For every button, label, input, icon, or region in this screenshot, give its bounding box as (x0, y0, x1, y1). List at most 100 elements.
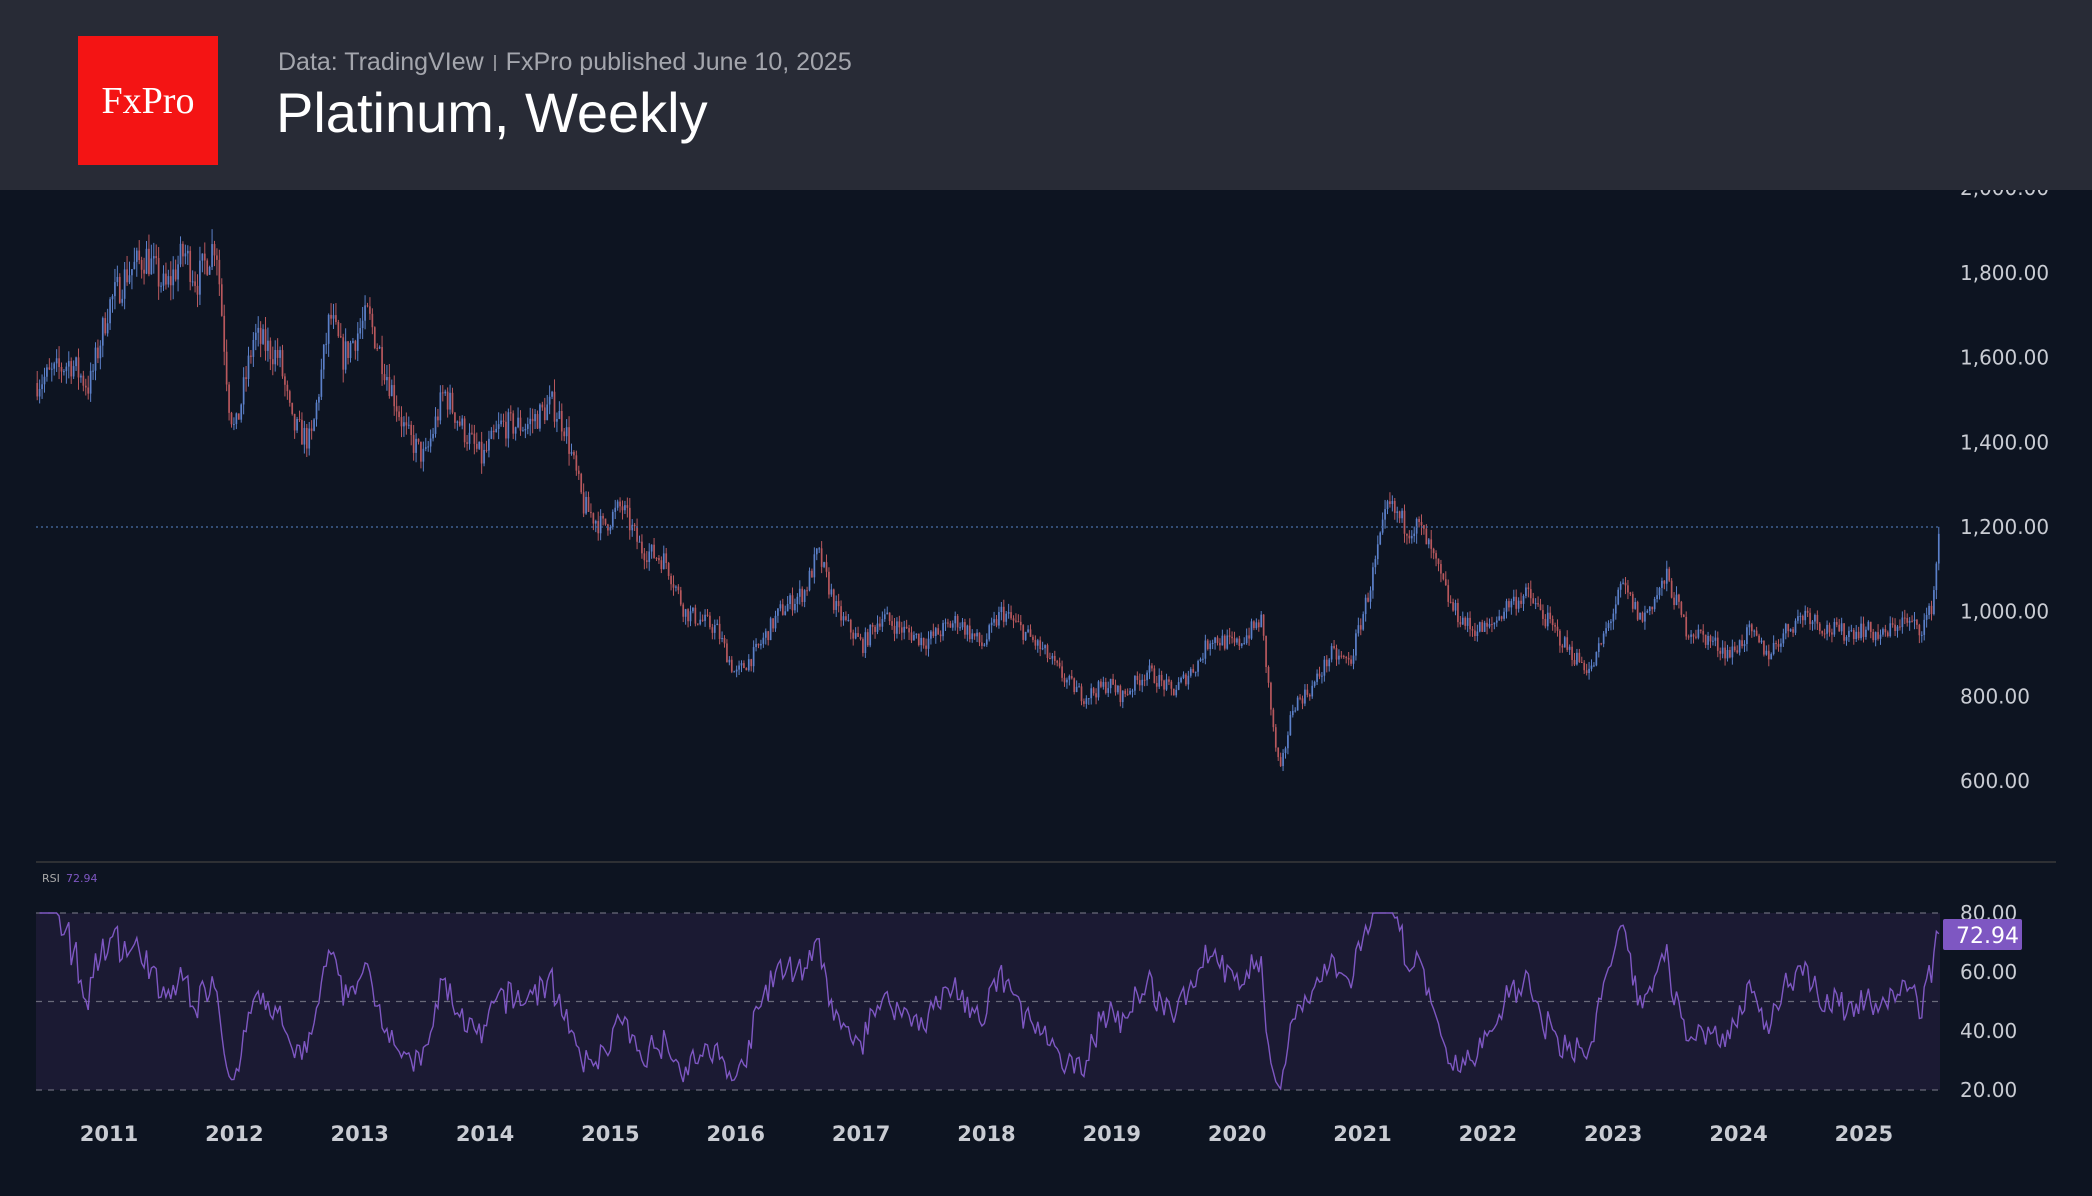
candle (961, 617, 964, 630)
candle-body (1357, 625, 1360, 634)
candle-body (1233, 638, 1236, 643)
candle-body (1627, 585, 1629, 593)
candle (1372, 562, 1374, 599)
candle (1792, 626, 1794, 637)
candle (1095, 688, 1097, 705)
candle (1459, 615, 1462, 628)
candle-body (791, 595, 794, 611)
candle-body (1068, 676, 1071, 680)
candle-body (303, 427, 306, 445)
year-label: 2020 (1208, 1122, 1266, 1146)
candle (764, 628, 767, 645)
candle (1410, 530, 1413, 544)
candle (437, 408, 439, 428)
candle (1163, 679, 1165, 697)
candle (1240, 642, 1243, 649)
candle-body (1833, 622, 1836, 635)
candle (1622, 578, 1624, 585)
candle-body (131, 269, 133, 276)
year-label: 2019 (1083, 1122, 1141, 1146)
candle-body (767, 631, 770, 641)
candle (604, 518, 607, 526)
candle (614, 499, 617, 520)
candle-body (879, 623, 881, 627)
candle-body (318, 396, 320, 403)
candle (1236, 637, 1238, 645)
candle-body (242, 377, 245, 405)
candle-body (582, 492, 585, 514)
candle-body (1576, 652, 1578, 665)
candle (67, 351, 70, 379)
candle-body (1070, 676, 1073, 679)
candle-body (1882, 629, 1884, 635)
candle (1593, 662, 1595, 668)
candle (1784, 622, 1787, 640)
year-label: 2025 (1835, 1122, 1893, 1146)
candle (1015, 613, 1017, 623)
candle (524, 423, 527, 439)
candle (1899, 619, 1901, 631)
candle-body (1826, 624, 1828, 634)
candle-body (774, 615, 777, 629)
candle-body (1466, 617, 1469, 626)
candle (1767, 644, 1770, 667)
year-label: 2018 (957, 1122, 1015, 1146)
candle-body (388, 376, 391, 397)
candle (1202, 652, 1204, 663)
candle-body (599, 515, 602, 534)
candle (1709, 634, 1712, 648)
candle (1546, 605, 1549, 631)
candle (1831, 628, 1833, 643)
candle (1466, 612, 1469, 633)
candle (1682, 614, 1685, 618)
candle-body (1352, 655, 1355, 664)
candle (891, 615, 893, 630)
candle (1576, 648, 1578, 666)
candle-body (1508, 601, 1510, 608)
candle (1724, 641, 1726, 666)
candle (794, 598, 796, 614)
candle (716, 619, 719, 626)
candle (237, 413, 240, 420)
candle-body (864, 632, 867, 654)
candle-body (811, 570, 813, 578)
candle (747, 654, 750, 672)
candle (590, 503, 592, 518)
candle (650, 544, 653, 559)
candle (1338, 649, 1340, 665)
candle (1894, 618, 1896, 636)
candle (284, 373, 286, 397)
candle-body (998, 612, 1000, 626)
candle (1695, 629, 1697, 640)
candle (1794, 618, 1797, 636)
candle (89, 362, 92, 402)
candle-body (1891, 623, 1894, 625)
candle-body (665, 553, 668, 564)
candle (1867, 620, 1870, 631)
candle (1335, 644, 1338, 666)
rsi-tick-label: 40.00 (1960, 1019, 2017, 1043)
year-label: 2024 (1709, 1122, 1767, 1146)
candle (475, 432, 478, 453)
candle-body (1823, 633, 1826, 635)
candle-body (230, 412, 233, 425)
candle (750, 658, 753, 672)
candle (415, 433, 417, 463)
candle-body (1104, 682, 1107, 693)
candle (536, 410, 539, 429)
candle-body (1437, 558, 1440, 565)
candle (106, 308, 109, 337)
candle (1580, 656, 1583, 664)
candle-body (954, 616, 957, 624)
candle (376, 343, 379, 352)
candle-body (1097, 681, 1100, 698)
candle (920, 632, 923, 652)
candle-body (913, 634, 915, 641)
candle-body (1554, 625, 1556, 627)
candle-body (883, 614, 886, 620)
candle (696, 623, 699, 626)
candle-body (1503, 611, 1505, 619)
candle (1607, 620, 1610, 631)
candle-body (937, 628, 940, 635)
